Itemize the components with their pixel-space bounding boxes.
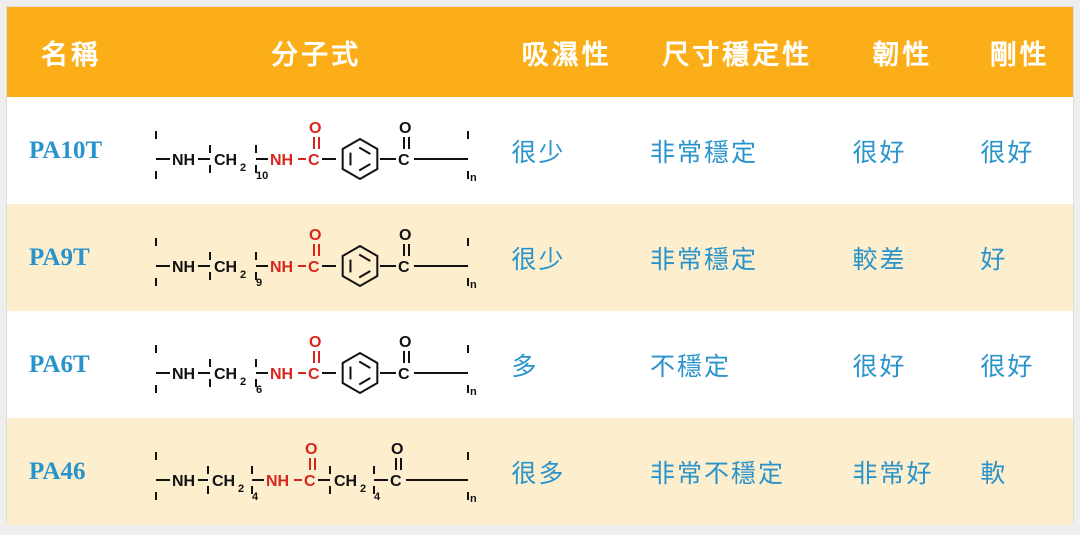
col-header-hygroscopicity: 吸濕性 [497,7,636,97]
svg-text:NH: NH [266,473,289,490]
svg-text:C: C [390,473,402,490]
table-row: PA6T NH CH26NHCOCOn多不穩定很好很好 [7,311,1073,418]
svg-text:2: 2 [240,162,246,174]
cell-rigidity: 好 [966,204,1073,311]
cell-molecule: NH CH24NHCO CH24COn [135,418,497,525]
svg-text:O: O [309,120,321,137]
svg-text:CH: CH [214,152,237,169]
svg-text:CH: CH [214,259,237,276]
table-row: PA9T NH CH29NHCOCOn很少非常穩定較差好 [7,204,1073,311]
svg-text:2: 2 [240,376,246,388]
svg-text:NH: NH [172,259,195,276]
svg-text:n: n [470,279,477,291]
cell-molecule: NH CH26NHCOCOn [135,311,497,418]
cell-dim-stability: 非常穩定 [636,97,839,204]
svg-text:C: C [398,366,410,383]
cell-molecule: NH CH210NHCOCOn [135,97,497,204]
cell-name: PA46 [7,418,135,525]
cell-toughness: 非常好 [838,418,966,525]
svg-text:9: 9 [256,277,262,289]
cell-rigidity: 很好 [966,97,1073,204]
svg-text:C: C [308,259,320,276]
svg-text:NH: NH [270,259,293,276]
table-row: PA46 NH CH24NHCO CH24COn很多非常不穩定非常好軟 [7,418,1073,525]
svg-text:C: C [308,366,320,383]
svg-text:O: O [399,120,411,137]
polyamide-table: 名稱 分子式 吸濕性 尺寸穩定性 韌性 剛性 PA10T NH CH210NHC… [7,7,1073,525]
svg-text:O: O [391,441,403,458]
svg-text:n: n [470,493,477,505]
svg-text:CH: CH [214,366,237,383]
col-header-molecule: 分子式 [135,7,497,97]
svg-text:4: 4 [374,491,381,503]
svg-text:10: 10 [256,170,268,182]
cell-hygroscopicity: 很多 [497,418,636,525]
table-row: PA10T NH CH210NHCOCOn很少非常穩定很好很好 [7,97,1073,204]
cell-dim-stability: 非常穩定 [636,204,839,311]
header-row: 名稱 分子式 吸濕性 尺寸穩定性 韌性 剛性 [7,7,1073,97]
cell-dim-stability: 不穩定 [636,311,839,418]
col-header-toughness: 韌性 [838,7,966,97]
svg-text:CH: CH [334,473,357,490]
svg-text:C: C [398,152,410,169]
cell-toughness: 很好 [838,311,966,418]
cell-toughness: 較差 [838,204,966,311]
cell-toughness: 很好 [838,97,966,204]
svg-text:NH: NH [270,152,293,169]
cell-name: PA10T [7,97,135,204]
col-header-rigidity: 剛性 [966,7,1073,97]
cell-hygroscopicity: 多 [497,311,636,418]
svg-text:4: 4 [252,491,259,503]
svg-text:C: C [308,152,320,169]
svg-text:NH: NH [270,366,293,383]
svg-text:C: C [304,473,316,490]
svg-text:n: n [470,172,477,184]
svg-text:NH: NH [172,366,195,383]
svg-text:NH: NH [172,152,195,169]
col-header-dim-stability: 尺寸穩定性 [636,7,839,97]
svg-text:2: 2 [238,483,244,495]
cell-rigidity: 很好 [966,311,1073,418]
cell-hygroscopicity: 很少 [497,97,636,204]
svg-text:C: C [398,259,410,276]
svg-text:CH: CH [212,473,235,490]
svg-text:O: O [309,227,321,244]
svg-text:2: 2 [360,483,366,495]
svg-text:O: O [309,334,321,351]
svg-text:O: O [305,441,317,458]
table-frame: 名稱 分子式 吸濕性 尺寸穩定性 韌性 剛性 PA10T NH CH210NHC… [6,6,1074,523]
cell-rigidity: 軟 [966,418,1073,525]
cell-molecule: NH CH29NHCOCOn [135,204,497,311]
table-body: PA10T NH CH210NHCOCOn很少非常穩定很好很好PA9T NH C… [7,97,1073,525]
svg-text:n: n [470,386,477,398]
svg-text:2: 2 [240,269,246,281]
cell-hygroscopicity: 很少 [497,204,636,311]
svg-text:NH: NH [172,473,195,490]
cell-name: PA6T [7,311,135,418]
cell-name: PA9T [7,204,135,311]
col-header-name: 名稱 [7,7,135,97]
cell-dim-stability: 非常不穩定 [636,418,839,525]
svg-text:6: 6 [256,384,262,396]
svg-text:O: O [399,334,411,351]
svg-text:O: O [399,227,411,244]
